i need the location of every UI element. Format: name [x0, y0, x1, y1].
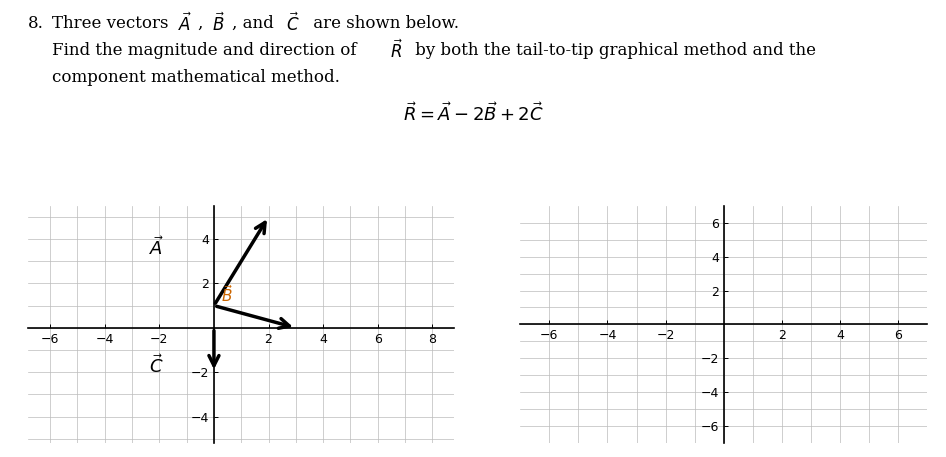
Text: are shown below.: are shown below.	[308, 15, 459, 32]
Text: $\vec{B}$: $\vec{B}$	[212, 13, 225, 36]
Text: $\vec{A}$: $\vec{A}$	[149, 236, 165, 259]
Text: component mathematical method.: component mathematical method.	[52, 69, 340, 86]
Text: $\vec{C}$: $\vec{C}$	[149, 354, 164, 377]
Text: 8.: 8.	[28, 15, 44, 32]
Text: , and: , and	[232, 15, 279, 32]
Text: $\vec{R}$: $\vec{R}$	[390, 40, 403, 62]
Text: by both the tail-to-tip graphical method and the: by both the tail-to-tip graphical method…	[410, 42, 816, 59]
Text: Find the magnitude and direction of: Find the magnitude and direction of	[52, 42, 361, 59]
Text: $\vec{B}$: $\vec{B}$	[220, 284, 233, 305]
Text: $\vec{R} = \vec{A} - 2\vec{B} + 2\vec{C}$: $\vec{R} = \vec{A} - 2\vec{B} + 2\vec{C}…	[403, 102, 543, 125]
Text: $\vec{A}$: $\vec{A}$	[178, 13, 192, 36]
Text: ,: ,	[198, 15, 209, 32]
Text: $\vec{C}$: $\vec{C}$	[286, 13, 300, 36]
Text: Three vectors: Three vectors	[52, 15, 174, 32]
